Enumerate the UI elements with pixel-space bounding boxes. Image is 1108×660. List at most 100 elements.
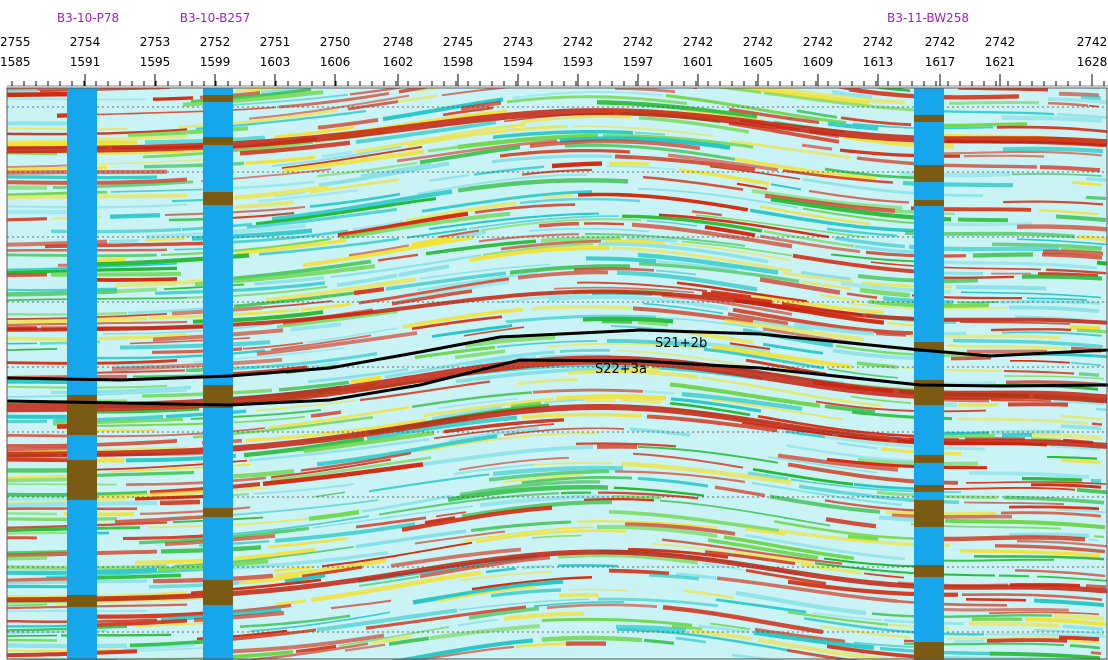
reflector <box>532 388 644 394</box>
reflector <box>573 267 655 272</box>
reflector <box>732 307 914 336</box>
reflector <box>520 115 632 124</box>
reflector <box>249 611 391 633</box>
reflector <box>366 415 518 441</box>
reflector <box>438 229 480 239</box>
reflector <box>1085 176 1107 182</box>
reflector <box>620 461 792 485</box>
reflector <box>1053 399 1105 406</box>
reflector <box>606 338 708 349</box>
reflector <box>614 154 756 172</box>
reflector <box>7 446 78 452</box>
reflector <box>480 218 642 232</box>
reflector <box>871 612 1053 618</box>
trace-number: 1598 <box>443 55 474 69</box>
reflector <box>968 621 1060 628</box>
reflector <box>398 264 450 277</box>
reflector <box>96 277 178 282</box>
horizon-line <box>6 358 1108 407</box>
reflector <box>988 611 1100 616</box>
reflector <box>391 289 473 306</box>
reflector <box>442 106 494 117</box>
reflector <box>763 230 855 248</box>
reflector <box>310 410 342 418</box>
reflector <box>431 405 503 421</box>
reflector <box>1008 505 1100 511</box>
reflector <box>454 349 506 360</box>
reflector <box>620 398 662 405</box>
reflector <box>134 494 216 501</box>
reflector <box>782 271 854 284</box>
reflector <box>662 605 824 635</box>
reflector <box>412 579 564 605</box>
reflector <box>503 427 625 436</box>
reflector <box>1008 532 1090 539</box>
reflector <box>597 597 719 608</box>
reflector <box>659 499 831 527</box>
reflector <box>963 154 1045 158</box>
reflector <box>732 550 814 565</box>
reflector <box>421 190 593 213</box>
reflector <box>353 286 385 296</box>
reflector <box>819 294 861 302</box>
trace-number: 1585 <box>0 55 31 69</box>
reflector <box>424 516 456 525</box>
reflector <box>541 617 693 627</box>
reflector <box>773 520 925 541</box>
reflector <box>752 320 814 332</box>
reflector <box>1002 115 1103 123</box>
reflector <box>731 653 782 660</box>
reflector <box>1011 71 1081 72</box>
reflector <box>255 399 357 412</box>
reflector <box>1003 495 1105 505</box>
reflector <box>650 542 732 553</box>
reflector <box>7 603 48 607</box>
reflector <box>275 558 387 578</box>
reflector <box>471 575 593 591</box>
reflector <box>621 214 763 233</box>
reflector <box>551 161 603 169</box>
reflector <box>802 178 984 197</box>
reflector <box>119 340 271 350</box>
reflector <box>457 178 629 193</box>
reflector <box>990 429 1062 435</box>
reflector <box>1080 95 1102 101</box>
reflector <box>359 380 491 402</box>
reflector <box>850 395 912 404</box>
reflector <box>709 165 801 180</box>
reflector <box>723 535 855 561</box>
reflector <box>836 441 878 450</box>
well-interval <box>914 165 944 182</box>
reflector <box>801 143 833 151</box>
reflector <box>1038 209 1100 216</box>
reflector <box>834 236 906 249</box>
reflector <box>262 462 424 487</box>
reflector <box>642 302 724 315</box>
reflector <box>637 476 709 488</box>
reflector <box>1033 629 1105 635</box>
reflector <box>275 70 305 73</box>
trace-number: 1597 <box>623 55 654 69</box>
reflector <box>411 315 503 331</box>
reflector <box>757 637 899 660</box>
reflector <box>968 470 1090 479</box>
reflector <box>1055 214 1107 222</box>
well-interval <box>203 137 233 145</box>
reflector <box>461 500 612 519</box>
reflector <box>300 451 412 472</box>
well-interval <box>914 455 944 463</box>
reflector <box>934 433 996 439</box>
reflector <box>631 222 793 249</box>
reflector <box>609 161 650 166</box>
reflector <box>419 555 551 579</box>
reflector <box>528 227 650 233</box>
reflector <box>559 136 731 150</box>
reflector <box>541 635 643 643</box>
reflector <box>926 260 1098 270</box>
reflector <box>685 110 767 123</box>
reflector <box>1056 113 1108 119</box>
reflector <box>110 188 212 193</box>
reflector <box>784 430 826 439</box>
line-number: 2742 <box>1077 35 1108 49</box>
